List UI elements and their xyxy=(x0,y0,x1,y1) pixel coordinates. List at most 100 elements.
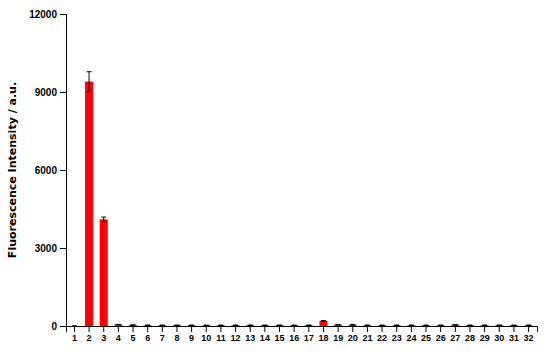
x-tick-mark xyxy=(294,326,295,332)
bar xyxy=(393,325,401,326)
error-bar-cap xyxy=(204,325,209,326)
error-bar xyxy=(189,325,194,326)
x-tick-label: 20 xyxy=(348,333,358,343)
x-tick: 11 xyxy=(216,326,226,343)
x-tick-mark xyxy=(323,326,324,332)
bar xyxy=(510,325,518,326)
error-bar-cap xyxy=(204,325,209,326)
error-bar-cap xyxy=(424,325,429,326)
x-axis-line xyxy=(67,327,538,333)
error-bar-stem xyxy=(89,72,90,92)
bar xyxy=(525,325,533,326)
y-axis-title: Fluorescence Intensity / a.u. xyxy=(6,82,19,258)
x-tick-mark xyxy=(162,326,163,332)
error-bar-cap xyxy=(380,325,385,326)
x-tick-mark xyxy=(338,326,339,332)
error-bar xyxy=(248,325,253,326)
error-bar-cap xyxy=(306,325,311,326)
error-bar xyxy=(233,325,238,326)
y-tick-mark xyxy=(60,92,66,93)
x-tick-mark xyxy=(396,326,397,332)
error-bar-cap xyxy=(160,325,165,326)
x-tick-mark xyxy=(74,326,75,332)
x-tick: 12 xyxy=(231,326,241,343)
error-bar-cap xyxy=(72,326,77,327)
error-bar-cap xyxy=(101,217,106,218)
bar xyxy=(422,325,430,326)
x-tick-label: 27 xyxy=(450,333,460,343)
x-tick-mark xyxy=(235,326,236,332)
y-tick: 9000 xyxy=(35,87,66,98)
x-tick-mark xyxy=(89,326,90,332)
x-tick-mark xyxy=(367,326,368,332)
y-axis: 0 3000 6000 9000 12000 xyxy=(29,9,66,332)
x-tick: 2 xyxy=(87,326,92,343)
x-tick: 30 xyxy=(494,326,504,343)
error-bar-cap xyxy=(189,325,194,326)
bar xyxy=(290,325,298,326)
x-tick-mark xyxy=(279,326,280,332)
y-tick-label: 6000 xyxy=(35,165,58,176)
x-tick: 6 xyxy=(145,326,150,343)
error-bar xyxy=(101,217,106,222)
x-tick: 21 xyxy=(362,326,372,343)
x-tick-mark xyxy=(469,326,470,332)
error-bar-cap xyxy=(219,325,224,326)
bar xyxy=(232,325,240,326)
bars xyxy=(72,72,533,326)
error-bar-cap xyxy=(101,221,106,222)
error-bar-cap xyxy=(321,320,326,321)
x-tick: 1 xyxy=(72,326,77,343)
error-bar xyxy=(350,324,355,325)
x-tick: 32 xyxy=(524,326,534,343)
error-bar-cap xyxy=(468,325,473,326)
bar xyxy=(261,325,269,326)
y-tick-label: 3000 xyxy=(35,243,58,254)
error-bar-cap xyxy=(262,325,267,326)
y-tick: 12000 xyxy=(29,9,66,20)
x-tick-label: 8 xyxy=(174,333,179,343)
x-tick-mark xyxy=(411,326,412,332)
x-tick: 9 xyxy=(189,326,194,343)
bar xyxy=(349,325,357,326)
error-bar-cap xyxy=(277,325,282,326)
x-tick: 25 xyxy=(421,326,431,343)
x-tick-mark xyxy=(499,326,500,332)
x-tick: 31 xyxy=(509,326,519,343)
x-tick: 14 xyxy=(260,326,270,343)
error-bar-cap xyxy=(512,325,517,326)
y-tick-mark xyxy=(60,14,66,15)
x-tick-mark xyxy=(118,326,119,332)
y-tick-label: 9000 xyxy=(35,87,58,98)
bar xyxy=(378,325,386,326)
error-bar xyxy=(380,325,385,326)
error-bar-cap xyxy=(526,325,531,326)
error-bar-cap xyxy=(262,325,267,326)
x-tick-label: 24 xyxy=(406,333,416,343)
x-axis: 1234567891011121314151617181920212223242… xyxy=(67,326,538,343)
error-bar-cap xyxy=(453,324,458,325)
x-tick-label: 9 xyxy=(189,333,194,343)
x-tick-label: 21 xyxy=(362,333,372,343)
error-bar-cap xyxy=(409,325,414,326)
plot: 1234567891011121314151617181920212223242… xyxy=(29,9,537,344)
bar xyxy=(85,82,93,326)
x-tick: 8 xyxy=(174,326,179,343)
x-tick: 19 xyxy=(333,326,343,343)
x-tick-label: 32 xyxy=(524,333,534,343)
x-tick-mark xyxy=(264,326,265,332)
bar xyxy=(144,325,152,326)
error-bar-cap xyxy=(424,325,429,326)
error-bar-cap xyxy=(438,325,443,326)
error-bar-cap xyxy=(438,325,443,326)
x-tick-mark xyxy=(191,326,192,332)
bar xyxy=(305,325,313,326)
error-bar xyxy=(526,325,531,326)
x-tick-mark xyxy=(426,326,427,332)
error-bar xyxy=(336,324,341,325)
y-tick: 0 xyxy=(51,321,66,332)
bar xyxy=(466,325,474,326)
x-tick-label: 25 xyxy=(421,333,431,343)
y-axis-line xyxy=(60,15,67,327)
error-bar-cap xyxy=(233,325,238,326)
